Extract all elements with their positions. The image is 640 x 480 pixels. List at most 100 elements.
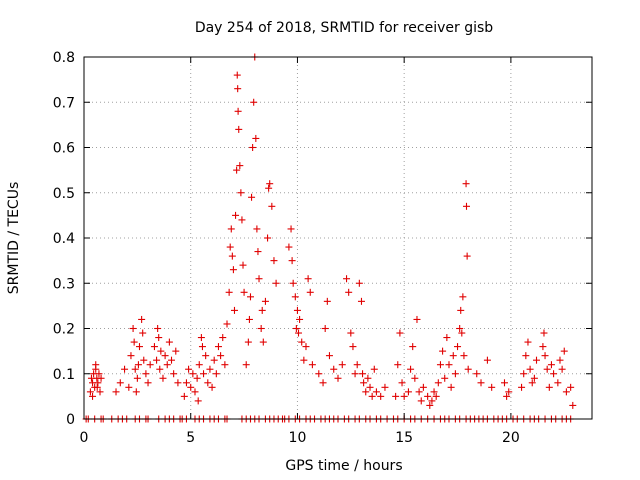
data-point: [409, 343, 417, 351]
data-point: [287, 225, 295, 233]
data-point: [245, 315, 253, 323]
data-point: [445, 361, 453, 369]
data-point: [237, 189, 245, 197]
data-point: [436, 361, 444, 369]
x-tick-label: 5: [186, 430, 195, 446]
y-tick-label: 0.2: [53, 322, 75, 338]
data-point: [381, 383, 389, 391]
data-point: [334, 374, 342, 382]
data-point: [289, 279, 297, 287]
data-point: [351, 370, 359, 378]
data-point: [92, 361, 100, 369]
data-point: [253, 225, 261, 233]
data-point: [460, 352, 468, 360]
data-point: [129, 325, 137, 332]
y-tick-label: 0.5: [53, 186, 75, 202]
y-axis-ticks: 0 0.1 0.2 0.3 0.4 0.5 0.6 0.7 0.8: [53, 50, 592, 428]
data-point: [567, 383, 575, 391]
data-point: [377, 392, 385, 400]
data-point: [345, 288, 353, 296]
data-point: [426, 401, 434, 409]
data-point: [236, 162, 244, 170]
y-tick-label: 0.4: [53, 231, 75, 247]
data-point: [398, 379, 406, 387]
data-point: [315, 370, 323, 378]
data-point: [285, 243, 293, 251]
data-point: [528, 379, 536, 387]
y-tick-label: 0.3: [53, 276, 75, 292]
data-point: [121, 365, 129, 373]
data-point: [134, 361, 142, 369]
grid-lines: [84, 57, 592, 419]
data-point: [364, 374, 372, 382]
data-point: [153, 356, 161, 364]
data-point: [156, 365, 164, 373]
data-point: [370, 365, 378, 373]
data-point: [202, 352, 210, 360]
data-point: [488, 383, 496, 391]
data-point: [325, 352, 333, 360]
data-point: [304, 275, 312, 283]
data-point: [473, 370, 481, 378]
data-point: [407, 365, 415, 373]
data-point: [343, 275, 351, 283]
data-point: [362, 388, 370, 396]
data-point: [233, 71, 241, 79]
data-point: [449, 352, 457, 360]
data-point: [250, 98, 258, 106]
data-point: [323, 297, 331, 305]
data-point: [133, 374, 141, 382]
data-point: [234, 85, 242, 93]
y-tick-label: 0.1: [53, 367, 75, 383]
data-point: [543, 365, 551, 373]
data-point: [232, 211, 240, 219]
data-point: [462, 180, 470, 188]
data-point: [415, 388, 423, 396]
data-point: [244, 338, 252, 346]
data-point: [321, 325, 329, 332]
data-point: [545, 383, 553, 391]
data-point: [404, 388, 412, 396]
data-point: [520, 370, 528, 378]
data-point: [234, 107, 242, 115]
data-point: [193, 374, 201, 382]
data-point: [556, 356, 564, 364]
data-point: [300, 356, 308, 364]
data-point: [140, 356, 148, 364]
y-tick-label: 0.7: [53, 95, 75, 111]
data-point: [194, 397, 202, 405]
data-point: [142, 370, 150, 378]
data-point: [214, 343, 222, 351]
data-point: [394, 361, 402, 369]
data-point: [266, 180, 274, 188]
data-point: [257, 325, 265, 332]
data-point: [368, 392, 376, 400]
data-point: [212, 370, 220, 378]
y-axis-label: SRMTID / TECUs: [6, 182, 22, 295]
data-point: [353, 361, 361, 369]
data-point: [139, 329, 147, 337]
data-point: [165, 338, 173, 346]
data-point: [261, 297, 269, 305]
data-point: [411, 374, 419, 382]
data-point: [338, 361, 346, 369]
data-point: [180, 392, 188, 400]
data-point: [441, 374, 449, 382]
data-point: [558, 365, 566, 373]
data-point: [246, 293, 254, 301]
data-point: [428, 397, 436, 405]
data-point: [355, 279, 363, 287]
y-tick-label: 0: [66, 412, 75, 428]
data-point: [447, 383, 455, 391]
chart-title: Day 254 of 2018, SRMTID for receiver gis…: [195, 20, 493, 36]
data-point: [554, 379, 562, 387]
data-point: [463, 252, 471, 260]
x-tick-label: 10: [289, 430, 307, 446]
data-point: [95, 370, 103, 378]
data-point: [242, 361, 250, 369]
data-point: [432, 392, 440, 400]
data-point: [464, 365, 472, 373]
data-point: [132, 388, 140, 396]
data-point: [195, 361, 203, 369]
data-point: [533, 356, 541, 364]
